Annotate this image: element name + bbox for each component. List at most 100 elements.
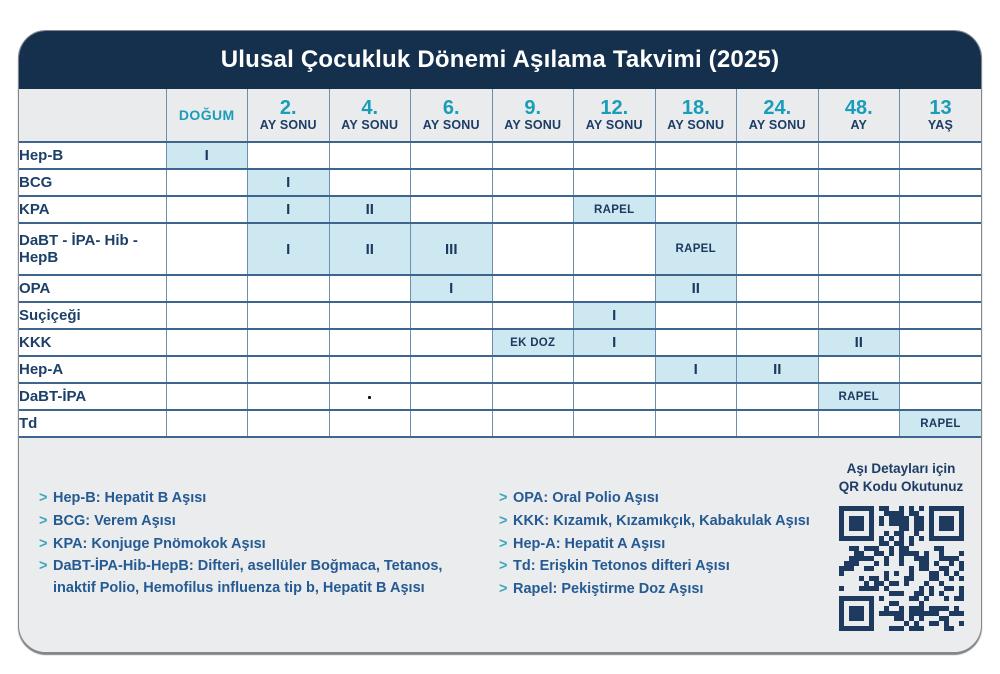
schedule-cell: RAPEL <box>817 383 900 410</box>
schedule-cell <box>817 142 900 169</box>
schedule-cell <box>410 169 492 196</box>
row-label: DaBT - İPA- Hib - HepB <box>19 231 138 266</box>
column-header: 13 YAŞ <box>899 89 981 142</box>
legend-item: > DaBT-İPA-Hib-HepB: Difteri, asellüler … <box>39 556 489 600</box>
legend-item: > Rapel: Pekiştirme Doz Aşısı <box>499 579 829 601</box>
row-label: KKK <box>19 333 52 351</box>
schedule-cell <box>328 383 411 410</box>
schedule-cell <box>736 329 818 356</box>
column-header: 24. AY SONU <box>736 89 818 142</box>
schedule-cell <box>491 383 574 410</box>
schedule-cell <box>736 169 818 196</box>
schedule-cell <box>410 302 492 329</box>
column-header: 9. AY SONU <box>491 89 574 142</box>
schedule-cell <box>899 142 981 169</box>
schedule-cell <box>654 302 737 329</box>
legend-left-column: > Hep-B: Hepatit B Aşısı > BCG: Verem Aşı… <box>39 488 489 601</box>
schedule-cell <box>247 329 329 356</box>
schedule-cell <box>654 383 737 410</box>
schedule-cell: II <box>328 223 411 275</box>
legend-item-label: Hep-A: Hepatit A Aşısı <box>513 535 666 552</box>
chevron-right-icon: > <box>499 581 508 597</box>
schedule-cell <box>573 383 655 410</box>
schedule-cell <box>247 383 329 410</box>
row-label: Suçiçeği <box>19 306 81 324</box>
schedule-cell <box>410 329 492 356</box>
table-row: OPA I II <box>19 275 981 302</box>
row-label: DaBT-İPA <box>19 387 87 405</box>
row-label: Hep-A <box>19 360 64 378</box>
legend-item-label: BCG: Verem Aşısı <box>53 512 176 529</box>
qr-caption-line2: QR Kodu Okutunuz <box>838 479 964 495</box>
schedule-cell <box>491 275 574 302</box>
legend-item: > Td: Erişkin Tetonos difteri Aşısı <box>499 556 829 578</box>
schedule-cell: III <box>410 223 492 275</box>
schedule-cell <box>736 410 818 437</box>
schedule-cell <box>247 356 329 383</box>
row-label: KPA <box>19 200 50 218</box>
chevron-right-icon: > <box>39 490 48 506</box>
schedule-cell <box>899 356 981 383</box>
vaccine-schedule-card: Ulusal Çocukluk Dönemi Aşılama Takvimi (… <box>18 30 982 653</box>
schedule-cell <box>491 196 574 223</box>
schedule-cell: II <box>817 329 900 356</box>
qr-caption-line1: Aşı Detayları için <box>846 461 956 476</box>
schedule-cell <box>491 302 574 329</box>
legend-item-label: OPA: Oral Polio Aşısı <box>513 490 659 506</box>
table-row: DaBT-İPA RAPEL <box>19 383 981 410</box>
schedule-cell <box>736 383 818 410</box>
schedule-cell <box>573 223 655 275</box>
schedule-cell <box>328 275 411 302</box>
column-header: 4. AY SONU <box>328 89 411 142</box>
schedule-cell <box>817 410 900 437</box>
schedule-cell: RAPEL <box>899 410 981 437</box>
column-header: 12. AY SONU <box>573 89 655 142</box>
schedule-cell <box>328 356 411 383</box>
schedule-cell <box>817 302 900 329</box>
schedule-cell <box>328 410 411 437</box>
column-header: 48. AY <box>817 89 900 142</box>
chevron-right-icon: > <box>499 490 508 506</box>
legend-item-label: KKK: Kızamık, Kızamıkçık, Kabakulak Aşıs… <box>513 512 810 529</box>
schedule-cell: I <box>165 142 248 169</box>
schedule-cell <box>491 169 574 196</box>
chevron-right-icon: > <box>39 512 48 529</box>
schedule-cell: I <box>573 302 655 329</box>
schedule-cell <box>247 302 329 329</box>
schedule-cell <box>491 223 574 275</box>
schedule-cell: I <box>247 196 329 223</box>
schedule-cell: I <box>573 329 655 356</box>
schedule-cell <box>573 275 655 302</box>
table-row: Hep-B I <box>19 142 981 169</box>
schedule-cell: II <box>328 196 411 223</box>
legend-item-label: Hep-B: Hepatit B Aşısı <box>53 490 207 506</box>
schedule-cell <box>899 383 981 410</box>
schedule-cell <box>410 410 492 437</box>
legend-item: > Hep-A: Hepatit A Aşısı <box>499 534 829 556</box>
table-row: KPA I II RAPEL <box>19 196 981 223</box>
table-row: Td RAPEL <box>19 410 981 437</box>
schedule-cell <box>491 142 574 169</box>
column-header: DOĞUM <box>165 89 248 142</box>
schedule-cell <box>491 410 574 437</box>
schedule-cell <box>899 329 981 356</box>
schedule-cell <box>410 142 492 169</box>
legend-section: > Hep-B: Hepatit B Aşısı > BCG: Verem Aşı… <box>19 438 981 652</box>
table-header-row: DOĞUM 2. AY SONU 4. AY SONU 6. AY SONU 9. AY SON… <box>19 89 981 142</box>
schedule-cell <box>573 356 655 383</box>
legend-item-label: DaBT-İPA-Hib-HepB: Difteri, asellüler Bo… <box>53 558 443 596</box>
schedule-cell <box>573 169 655 196</box>
schedule-cell: RAPEL <box>573 196 655 223</box>
schedule-cell <box>817 169 900 196</box>
legend-item-label: KPA: Konjuge Pnömokok Aşısı <box>53 535 266 552</box>
schedule-cell <box>573 410 655 437</box>
title-bar: Ulusal Çocukluk Dönemi Aşılama Takvimi (… <box>19 31 981 89</box>
column-header: 2. AY SONU <box>247 89 329 142</box>
schedule-cell: II <box>736 356 818 383</box>
schedule-cell <box>817 356 900 383</box>
stray-dot <box>368 395 372 399</box>
schedule-cell <box>328 169 411 196</box>
schedule-cell <box>165 223 248 275</box>
schedule-cell <box>899 275 981 302</box>
schedule-cell <box>736 223 818 275</box>
